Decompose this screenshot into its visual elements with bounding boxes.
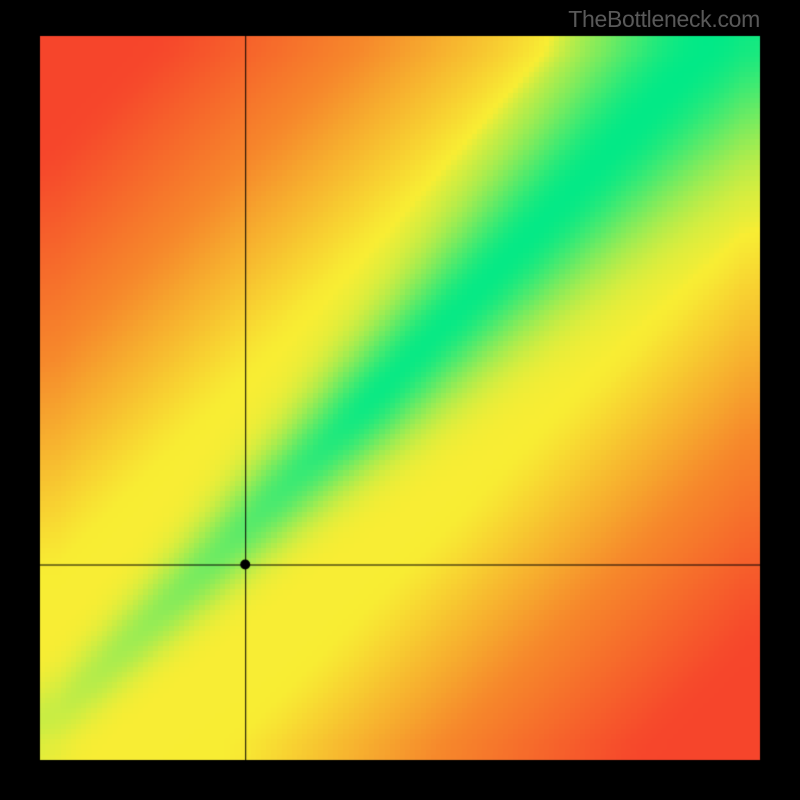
bottleneck-heatmap <box>0 0 800 800</box>
watermark-text: TheBottleneck.com <box>568 6 760 33</box>
chart-container: TheBottleneck.com <box>0 0 800 800</box>
